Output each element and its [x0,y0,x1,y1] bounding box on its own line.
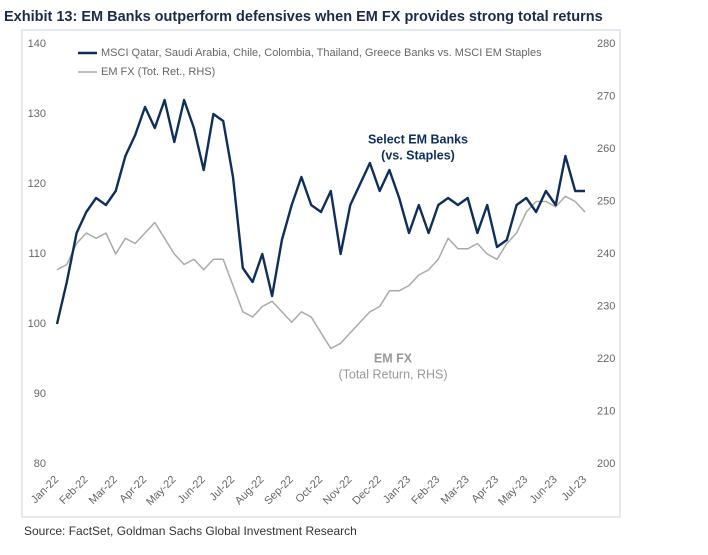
x-tick-label: Oct-22 [293,474,325,506]
x-tick-label: Sep-22 [262,474,296,508]
chart-frame [21,29,621,518]
x-tick-label: Jun-23 [528,474,560,506]
y2-tick-label: 250 [597,195,615,207]
x-tick-label: Jul-23 [559,474,589,504]
x-tick-label: Dec-22 [350,474,384,508]
y-tick-label: 110 [28,248,46,260]
x-tick-label: Jan-22 [29,474,61,506]
x-tick-label: Mar-23 [439,474,472,507]
y2-tick-label: 200 [597,458,615,470]
x-tick-label: Nov-22 [321,474,355,508]
y-tick-label: 90 [34,388,46,400]
annotation: (Total Return, RHS) [338,367,447,381]
x-tick-label: Jan-23 [381,474,413,506]
chart-title: Exhibit 13: EM Banks outperform defensiv… [4,9,603,25]
annotation: EM FX [374,351,413,365]
x-tick-label: Jun-22 [176,474,208,506]
y-tick-label: 120 [28,178,46,190]
source: Source: FactSet, Goldman Sachs Global In… [24,524,357,538]
legend-label: MSCI Qatar, Saudi Arabia, Chile, Colombi… [101,47,542,59]
y-tick-label: 140 [28,38,46,50]
x-tick-label: May-23 [496,474,530,508]
series-line [55,98,585,325]
x-tick-label: May-22 [144,474,178,508]
y-tick-label: 130 [28,108,46,120]
y2-tick-label: 210 [597,405,615,417]
y2-tick-label: 220 [597,353,615,365]
y2-tick-label: 240 [597,248,615,260]
legend-label: EM FX (Tot. Ret., RHS) [101,66,215,78]
y2-tick-label: 260 [597,143,615,155]
y2-tick-label: 280 [597,38,615,50]
y2-tick-label: 230 [597,300,615,312]
x-tick-label: Aug-22 [233,474,267,508]
x-tick-label: Feb-23 [409,474,442,507]
annotation: (vs. Staples) [381,148,455,162]
series-line [56,195,586,350]
x-tick-label: Feb-22 [57,474,90,507]
y-tick-label: 80 [34,458,46,470]
x-tick-label: Mar-22 [87,474,120,507]
annotation: Select EM Banks [368,132,468,146]
y2-tick-label: 270 [597,90,615,102]
y-tick-label: 100 [28,318,46,330]
